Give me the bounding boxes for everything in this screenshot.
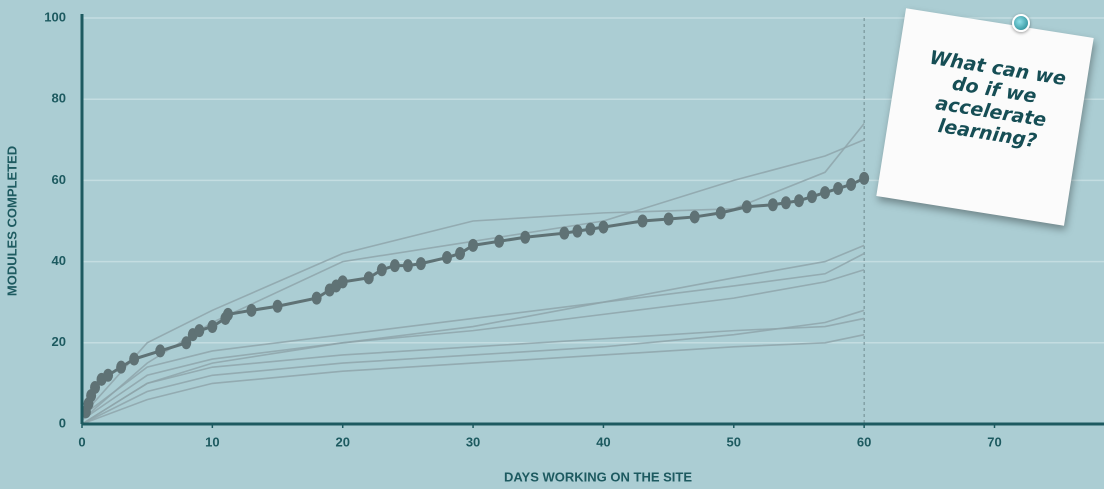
point	[559, 226, 570, 240]
x-tick-label: 30	[466, 434, 480, 449]
point	[223, 307, 233, 321]
series-line	[81, 333, 865, 425]
point	[207, 320, 218, 334]
point	[833, 182, 844, 196]
point	[415, 257, 426, 271]
y-tick-label: 0	[59, 415, 66, 430]
point	[442, 251, 452, 265]
point	[103, 368, 114, 382]
point	[311, 291, 322, 305]
series-line	[81, 244, 865, 425]
point	[520, 230, 531, 244]
point	[741, 200, 752, 214]
point	[820, 186, 831, 200]
sticky-note: What can we do if we accelerate learning…	[876, 8, 1094, 226]
point	[585, 222, 596, 236]
x-axis-label: DAYS WORKING ON THE SITE	[504, 469, 692, 484]
y-tick-label: 80	[52, 91, 66, 106]
point	[90, 380, 101, 394]
series-line	[81, 252, 865, 417]
point	[598, 220, 609, 234]
point	[780, 196, 791, 210]
point	[637, 214, 648, 228]
point	[337, 275, 348, 289]
x-tick-label: 10	[205, 434, 219, 449]
point	[859, 171, 870, 185]
series-line	[81, 317, 865, 425]
point	[402, 259, 413, 273]
point	[494, 234, 505, 248]
point	[272, 299, 283, 313]
y-tick-label: 60	[52, 172, 66, 187]
series-line	[81, 123, 865, 417]
point	[363, 271, 374, 285]
y-tick-label: 100	[44, 9, 66, 24]
point	[194, 324, 205, 338]
x-tick-label: 70	[987, 434, 1001, 449]
point	[181, 336, 192, 350]
x-tick-label: 0	[78, 434, 85, 449]
point	[246, 303, 257, 317]
point	[116, 360, 127, 374]
y-tick-label: 40	[52, 253, 66, 268]
point	[389, 259, 400, 273]
point	[663, 212, 674, 226]
x-tick-label: 50	[727, 434, 741, 449]
y-tick-label: 20	[52, 334, 66, 349]
pin	[1012, 14, 1030, 32]
x-tick-label: 60	[857, 434, 871, 449]
point	[129, 352, 140, 366]
point	[793, 194, 804, 208]
point	[715, 206, 726, 220]
point	[455, 246, 466, 260]
point	[376, 263, 387, 277]
point	[846, 177, 857, 191]
series-line	[81, 268, 865, 421]
x-tick-label: 40	[596, 434, 610, 449]
point	[767, 198, 778, 212]
series-line	[81, 309, 865, 425]
point	[689, 210, 700, 224]
y-axis-label: MODULES COMPLETED	[4, 146, 19, 296]
point	[468, 238, 479, 252]
point	[572, 224, 583, 238]
annotation: What can we do if we accelerate learning…	[928, 46, 1068, 153]
x-tick-label: 20	[335, 434, 349, 449]
point	[807, 190, 817, 204]
point	[155, 344, 166, 358]
